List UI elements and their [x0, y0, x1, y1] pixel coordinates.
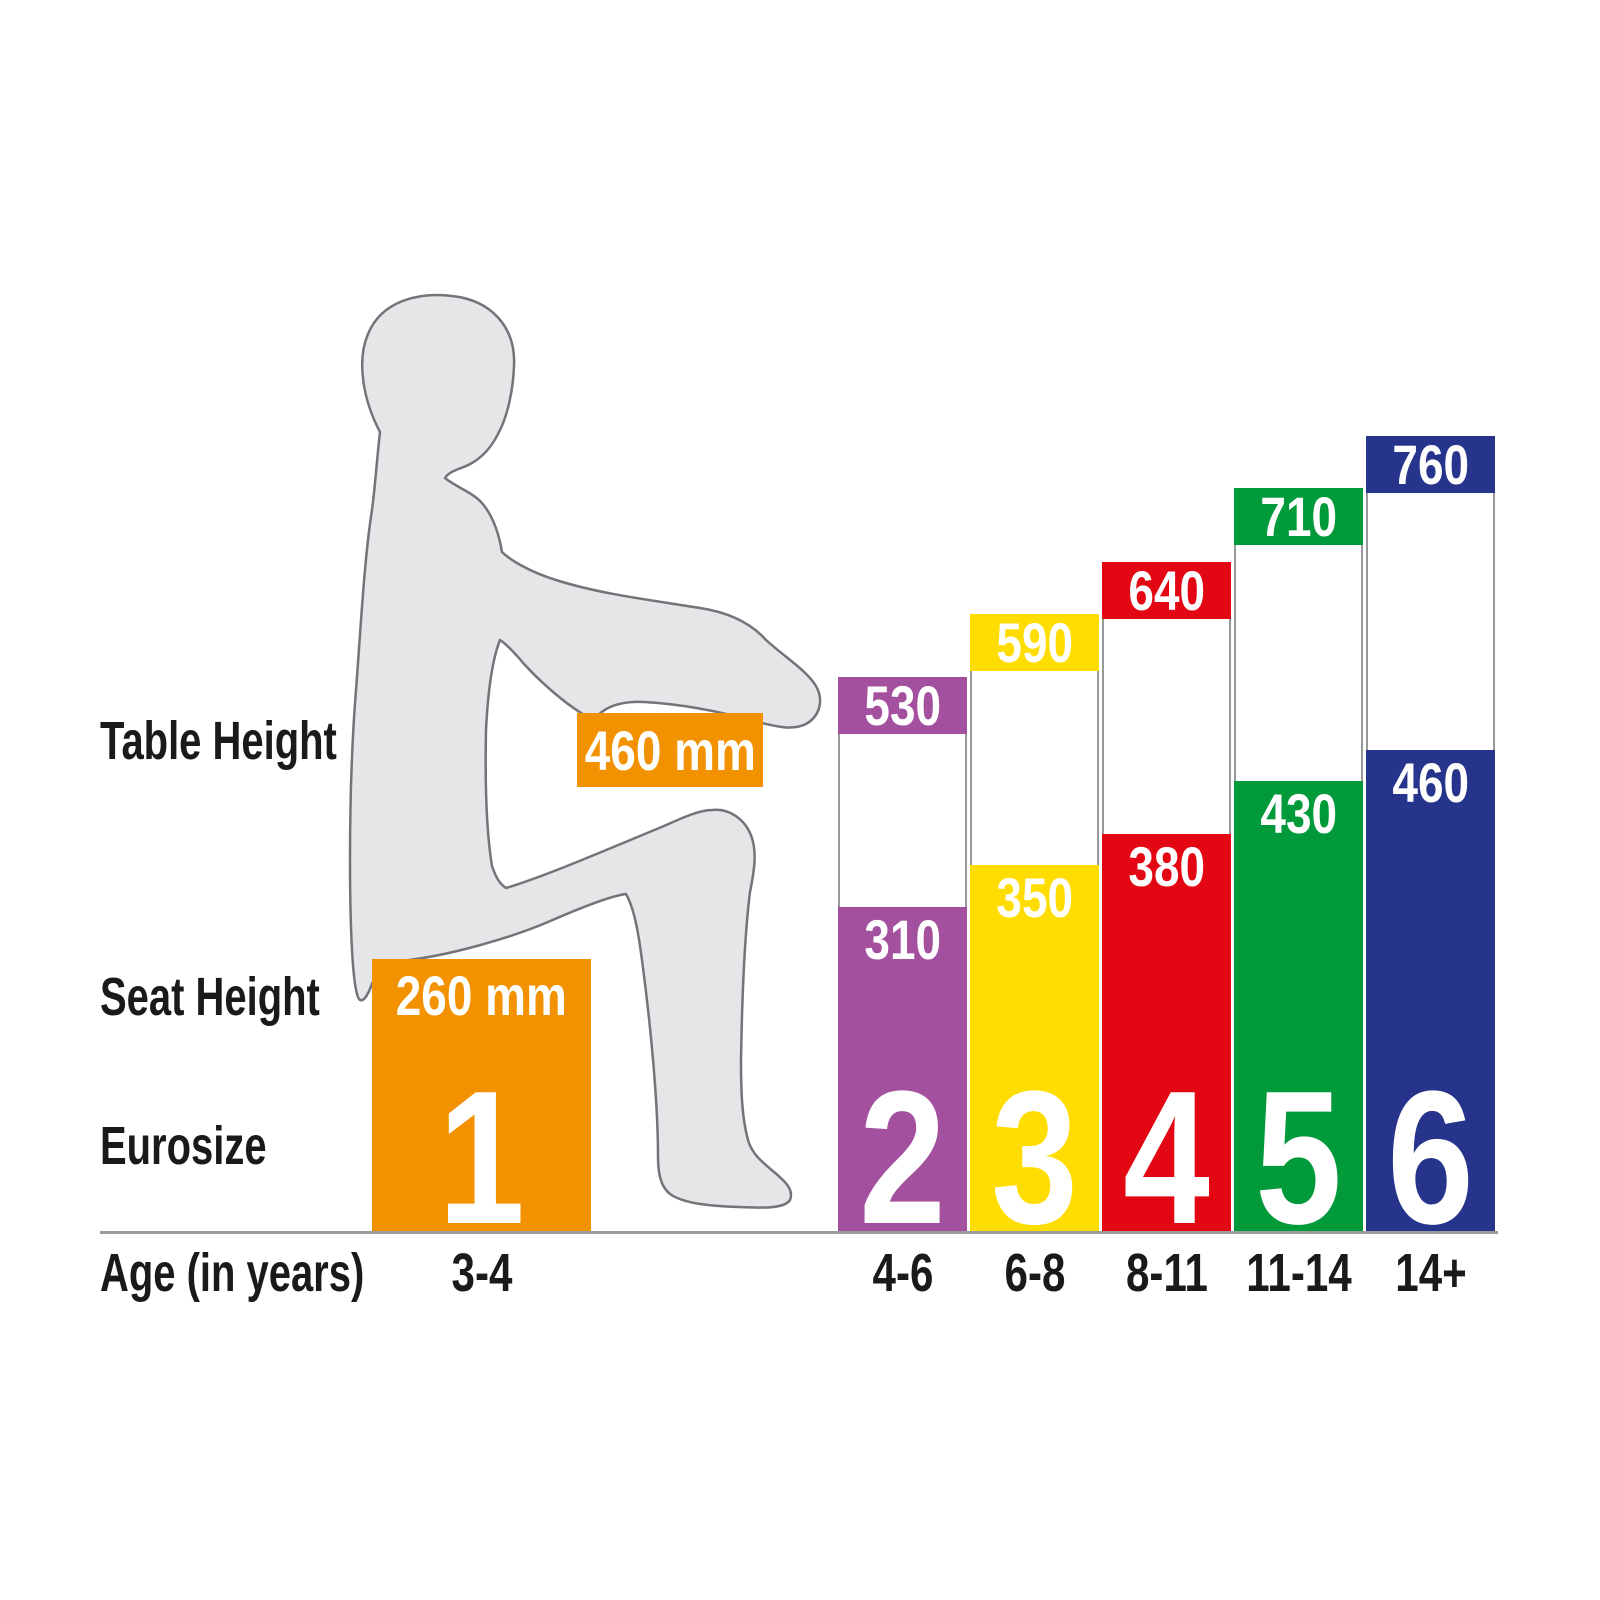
seat-height-section: 350 3: [970, 865, 1099, 1253]
seat-height-text: 380: [1128, 835, 1205, 898]
eurosize-number: 5: [1255, 1052, 1342, 1264]
eurosize-bar-3: 590 350 3: [970, 614, 1099, 1253]
age-value-size5: 11-14: [1245, 1243, 1352, 1303]
eurosize-number: 3: [991, 1052, 1078, 1264]
table-height-cap: 640: [1102, 562, 1231, 619]
seat-height-section: 310 2: [838, 907, 967, 1253]
size1-seat-height-text: 260 mm: [395, 964, 568, 1027]
table-height-value: 530: [864, 674, 941, 737]
age-value-size6: 14+: [1394, 1243, 1467, 1303]
eurosize-bar-6: 760 460 6: [1366, 436, 1495, 1253]
size1-seat-box: 260 mm 1: [372, 959, 591, 1253]
table-height-value: 760: [1392, 433, 1469, 496]
bar-white-section: [1234, 545, 1363, 781]
seat-height-text: 430: [1260, 782, 1337, 845]
seat-height-value: 380: [1102, 838, 1231, 895]
size1-table-height-text: 460 mm: [584, 718, 756, 782]
eurosize-bar-5: 710 430 5: [1234, 488, 1363, 1253]
seat-height-label: Seat Height: [100, 967, 320, 1027]
age-label: Age (in years): [100, 1243, 365, 1303]
bar-white-section: [1366, 493, 1495, 750]
table-height-value: 710: [1260, 485, 1337, 548]
seat-height-text: 460: [1392, 751, 1469, 814]
bar-white-section: [838, 734, 967, 907]
eurosize-number: 6: [1387, 1052, 1474, 1264]
seat-height-text: 350: [996, 866, 1073, 929]
age-value-size1: 3-4: [451, 1243, 512, 1303]
seat-height-section: 430 5: [1234, 781, 1363, 1253]
seat-height-value: 310: [838, 911, 967, 968]
size1-eurosize-number: 1: [438, 1052, 525, 1264]
seat-height-value: 350: [970, 869, 1099, 926]
seat-height-section: 380 4: [1102, 834, 1231, 1253]
table-height-cap: 590: [970, 614, 1099, 671]
eurosize-label: Eurosize: [100, 1116, 267, 1176]
silhouette-outline-path: [348, 293, 822, 1209]
table-height-cap: 760: [1366, 436, 1495, 493]
size1-table-height-tag: 460 mm: [577, 713, 763, 787]
table-height-cap: 530: [838, 677, 967, 734]
seat-height-section: 460 6: [1366, 750, 1495, 1253]
bar-white-section: [970, 671, 1099, 865]
age-value-size4: 8-11: [1125, 1243, 1208, 1303]
baseline-axis: [100, 1231, 1498, 1234]
eurosize-bar-2: 530 310 2: [838, 677, 967, 1253]
eurosize-number: 4: [1123, 1052, 1210, 1264]
seat-height-value: 430: [1234, 785, 1363, 842]
eurosize-bar-4: 640 380 4: [1102, 562, 1231, 1253]
table-height-value: 640: [1128, 559, 1205, 622]
seat-height-text: 310: [864, 908, 941, 971]
table-height-value: 590: [996, 611, 1073, 674]
table-height-cap: 710: [1234, 488, 1363, 545]
age-value-size3: 6-8: [1004, 1243, 1065, 1303]
age-value-size2: 4-6: [872, 1243, 933, 1303]
eurosize-number: 2: [859, 1052, 946, 1264]
bar-white-section: [1102, 619, 1231, 834]
size1-seat-height-value: 260 mm: [372, 967, 591, 1024]
seat-height-value: 460: [1366, 754, 1495, 811]
table-height-label: Table Height: [100, 711, 337, 771]
